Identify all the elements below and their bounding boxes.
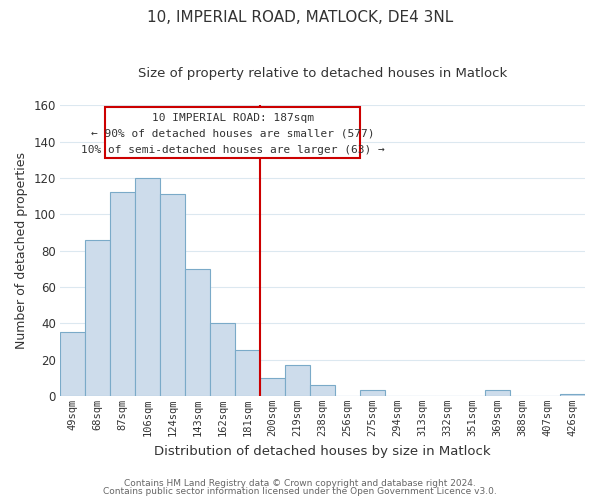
Title: Size of property relative to detached houses in Matlock: Size of property relative to detached ho… xyxy=(138,68,507,80)
Bar xyxy=(485,390,510,396)
Bar xyxy=(260,378,285,396)
Bar xyxy=(360,390,385,396)
Bar xyxy=(560,394,585,396)
Text: 10, IMPERIAL ROAD, MATLOCK, DE4 3NL: 10, IMPERIAL ROAD, MATLOCK, DE4 3NL xyxy=(147,10,453,25)
Bar xyxy=(310,385,335,396)
Text: 10% of semi-detached houses are larger (63) →: 10% of semi-detached houses are larger (… xyxy=(80,145,385,155)
Y-axis label: Number of detached properties: Number of detached properties xyxy=(15,152,28,349)
Bar xyxy=(85,240,110,396)
Text: Contains public sector information licensed under the Open Government Licence v3: Contains public sector information licen… xyxy=(103,487,497,496)
Bar xyxy=(210,323,235,396)
Bar xyxy=(60,332,85,396)
Bar xyxy=(110,192,135,396)
Text: Contains HM Land Registry data © Crown copyright and database right 2024.: Contains HM Land Registry data © Crown c… xyxy=(124,478,476,488)
Bar xyxy=(235,350,260,396)
Text: 10 IMPERIAL ROAD: 187sqm: 10 IMPERIAL ROAD: 187sqm xyxy=(152,112,314,122)
Bar xyxy=(285,365,310,396)
Bar xyxy=(185,268,210,396)
Bar xyxy=(135,178,160,396)
FancyBboxPatch shape xyxy=(105,107,360,158)
Bar xyxy=(160,194,185,396)
Text: ← 90% of detached houses are smaller (577): ← 90% of detached houses are smaller (57… xyxy=(91,129,374,139)
X-axis label: Distribution of detached houses by size in Matlock: Distribution of detached houses by size … xyxy=(154,444,491,458)
